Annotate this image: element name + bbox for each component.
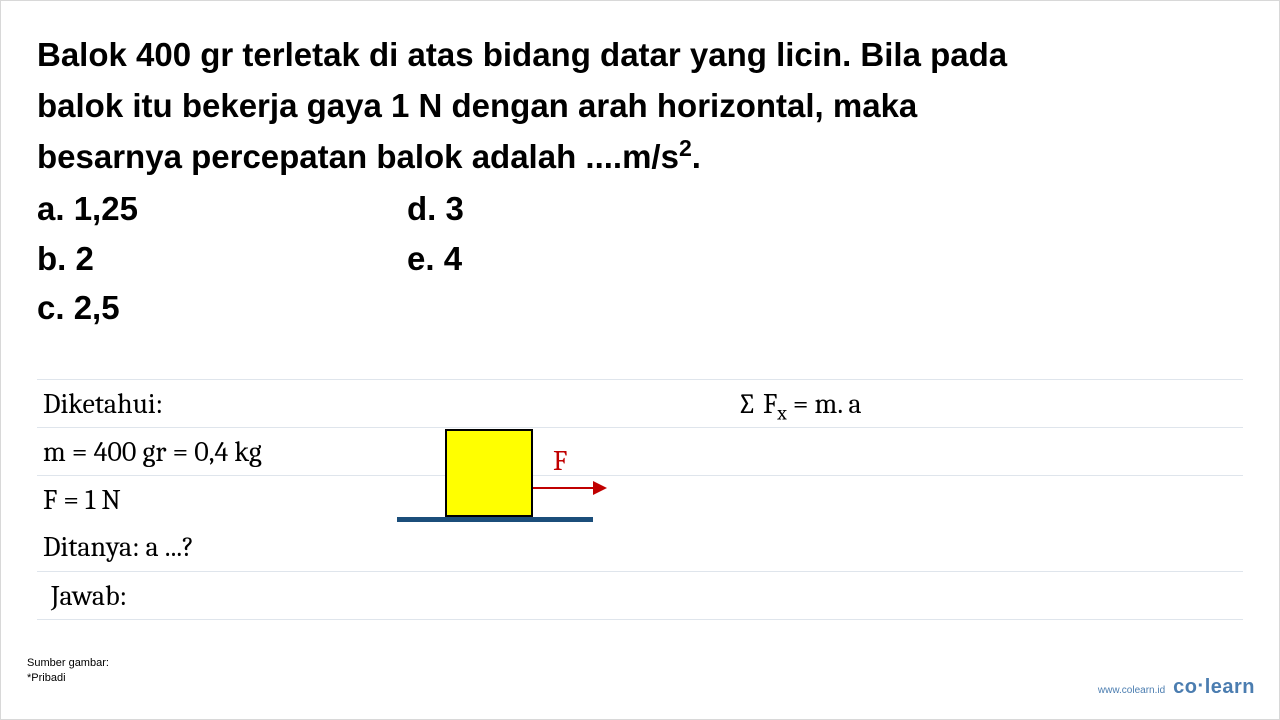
- row-force: F = 1 N: [37, 475, 1243, 523]
- option-d: d. 3: [407, 184, 1243, 234]
- eq-suffix: = m. a: [787, 388, 862, 420]
- worksheet-area: Diketahui: ∑ Fx = m. a m = 400 gr = 0,4 …: [37, 379, 1243, 667]
- force-value: F = 1 N: [37, 484, 121, 516]
- footer-brand-area: www.colearn.id co·learn: [1098, 676, 1255, 699]
- force-arrow-line: [533, 487, 595, 489]
- question-block: Balok 400 gr terletak di atas bidang dat…: [1, 1, 1279, 333]
- force-label: F: [553, 445, 567, 477]
- row-mass: m = 400 gr = 0,4 kg: [37, 427, 1243, 475]
- row-empty: [37, 619, 1243, 667]
- ditanya-label: Ditanya: a ...?: [37, 531, 194, 563]
- brand-logo: co·learn: [1173, 676, 1255, 699]
- question-line-1: Balok 400 gr terletak di atas bidang dat…: [37, 36, 1007, 73]
- option-b: b. 2: [37, 234, 407, 284]
- brand-pre: co: [1173, 676, 1197, 698]
- diketahui-label: Diketahui:: [37, 388, 163, 420]
- jawab-label: Jawab:: [37, 580, 127, 612]
- row-jawab: Jawab:: [37, 571, 1243, 619]
- footer-source: Sumber gambar: *Pribadi: [27, 656, 109, 685]
- question-after: .: [692, 138, 701, 175]
- row-diketahui: Diketahui: ∑ Fx = m. a: [37, 379, 1243, 427]
- question-sup: 2: [679, 135, 692, 161]
- source-line-1: Sumber gambar:: [27, 657, 109, 669]
- ground-line: [397, 517, 593, 522]
- option-e: e. 4: [407, 234, 1243, 284]
- question-text: Balok 400 gr terletak di atas bidang dat…: [37, 29, 1243, 182]
- footer-url: www.colearn.id: [1098, 685, 1165, 696]
- force-arrow-head-icon: [593, 481, 607, 495]
- row-ditanya: Ditanya: a ...?: [37, 523, 1243, 571]
- option-c: c. 2,5: [37, 283, 407, 333]
- brand-post: learn: [1205, 676, 1255, 698]
- question-line-2: balok itu bekerja gaya 1 N dengan arah h…: [37, 87, 917, 124]
- mass-value: m = 400 gr = 0,4 kg: [37, 436, 262, 468]
- eq-sub: x: [777, 401, 786, 424]
- option-a: a. 1,25: [37, 184, 407, 234]
- source-line-2: *Pribadi: [27, 672, 66, 684]
- force-diagram: F: [397, 429, 617, 529]
- question-line-3: besarnya percepatan balok adalah ....m/s: [37, 138, 679, 175]
- block-icon: [445, 429, 533, 517]
- sigma-equation: ∑ Fx = m. a: [737, 388, 862, 420]
- eq-prefix: ∑ F: [737, 388, 777, 420]
- options-grid: a. 1,25 d. 3 b. 2 e. 4 c. 2,5: [37, 184, 1243, 333]
- brand-dot: ·: [1198, 675, 1205, 697]
